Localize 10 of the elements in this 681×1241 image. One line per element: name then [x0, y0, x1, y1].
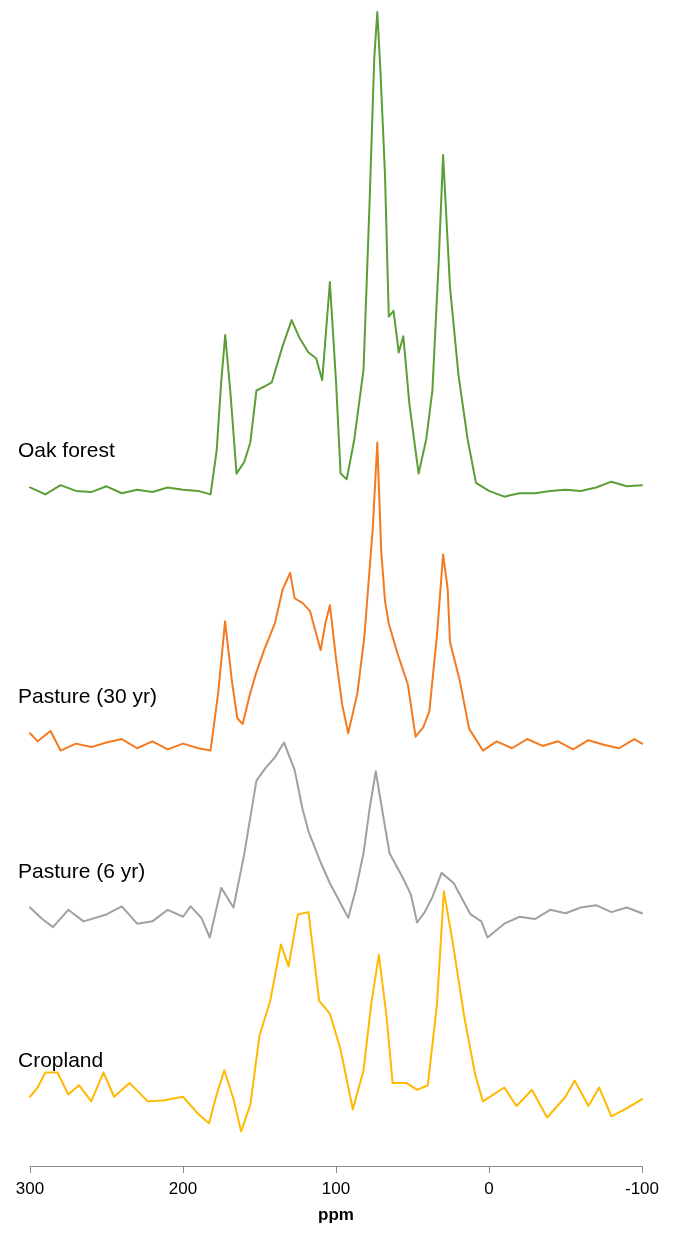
series-label: Pasture (30 yr): [18, 684, 157, 708]
x-tick-label: 0: [484, 1179, 494, 1198]
series-label: Cropland: [18, 1047, 104, 1071]
x-tick-label: 200: [168, 1179, 198, 1198]
series-label: Pasture (6 yr): [18, 858, 146, 882]
series-label: Oak forest: [18, 438, 116, 462]
x-axis-title: ppm: [318, 1205, 354, 1224]
x-tick-label: 300: [15, 1179, 45, 1198]
x-tick-label: 100: [321, 1179, 351, 1198]
x-tick-label: -100: [624, 1179, 660, 1198]
